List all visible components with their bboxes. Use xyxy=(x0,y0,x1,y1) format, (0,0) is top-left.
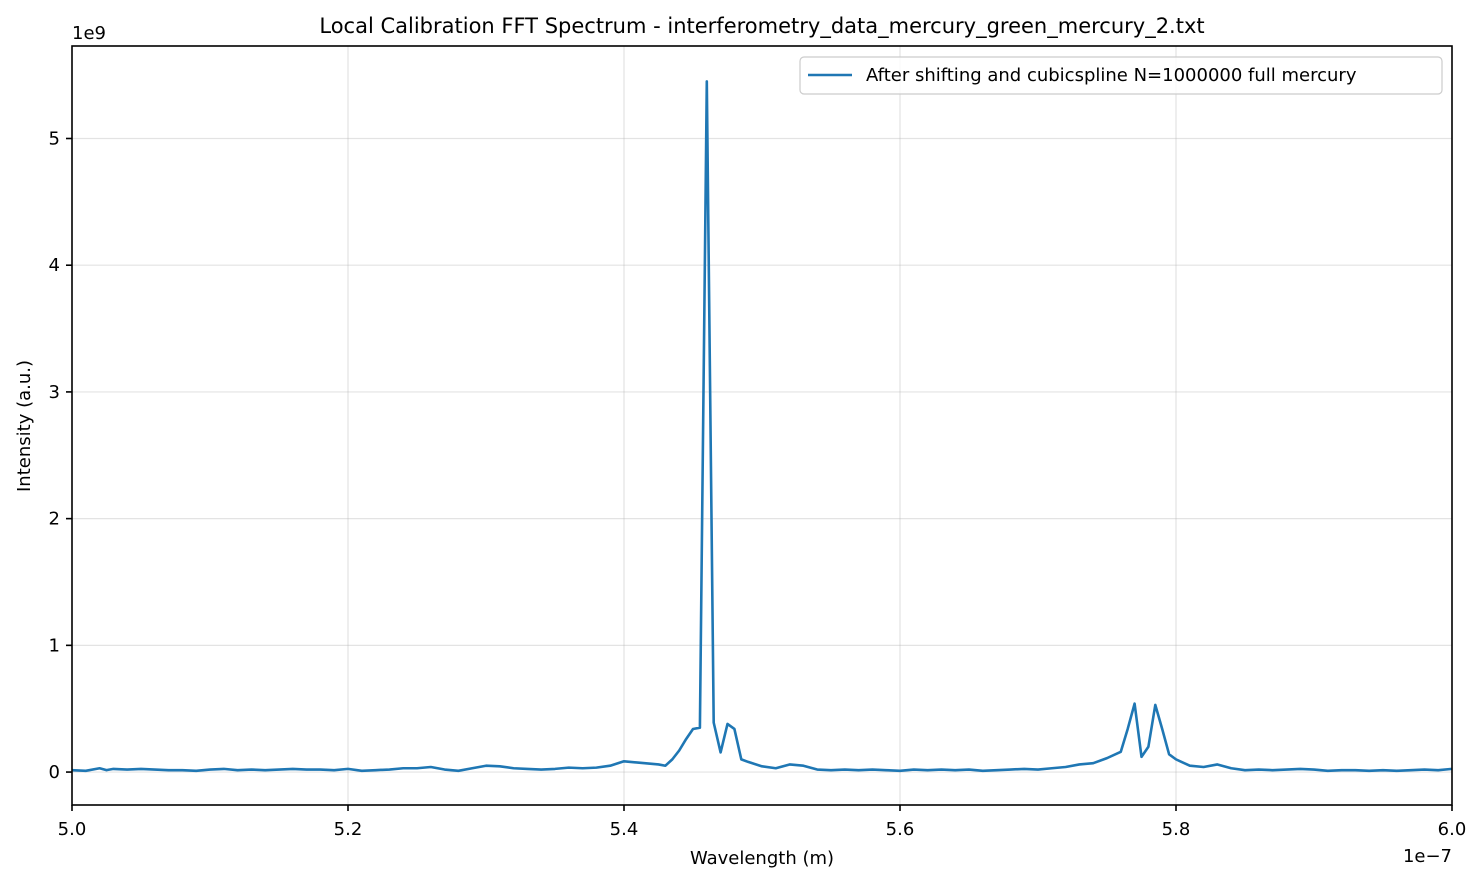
series-line xyxy=(71,80,1453,773)
legend: After shifting and cubicspline N=1000000… xyxy=(799,56,1443,95)
legend-label: After shifting and cubicspline N=1000000… xyxy=(866,65,1357,86)
chart-title: Local Calibration FFT Spectrum - interfe… xyxy=(319,14,1204,39)
series-layer xyxy=(71,80,1453,773)
legend-box xyxy=(799,56,1443,95)
y-tick-label: 5 xyxy=(49,128,60,149)
y-tick-label: 2 xyxy=(49,509,60,530)
x-axis: 5.0 5.2 5.4 5.6 5.8 6.0 xyxy=(58,805,1467,840)
y-tick-label: 3 xyxy=(49,382,60,403)
y-tick-label: 0 xyxy=(49,762,60,783)
y-axis: 0 1 2 3 4 5 xyxy=(49,128,72,783)
x-tick-label: 6.0 xyxy=(1438,819,1467,840)
x-tick-label: 5.8 xyxy=(1162,819,1191,840)
x-tick-label: 5.6 xyxy=(886,819,915,840)
y-tick-label: 4 xyxy=(49,255,60,276)
x-tick-label: 5.2 xyxy=(334,819,363,840)
x-tick-label: 5.4 xyxy=(610,819,639,840)
x-axis-label: Wavelength (m) xyxy=(690,848,834,869)
x-tick-label: 5.0 xyxy=(58,819,87,840)
y-offset-text: 1e9 xyxy=(72,23,106,44)
y-tick-label: 1 xyxy=(49,635,60,656)
y-axis-label: Intensity (a.u.) xyxy=(14,360,35,492)
x-offset-text: 1e−7 xyxy=(1403,846,1452,867)
plot-frame xyxy=(71,45,1453,806)
